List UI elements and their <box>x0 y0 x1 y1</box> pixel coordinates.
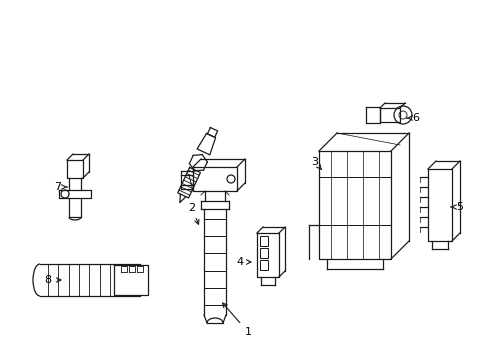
Text: 7: 7 <box>54 182 67 192</box>
Text: 3: 3 <box>311 157 321 169</box>
Text: 6: 6 <box>406 113 419 123</box>
Text: 2: 2 <box>188 203 199 224</box>
Text: 1: 1 <box>222 303 251 337</box>
Text: 8: 8 <box>44 275 61 285</box>
Text: 5: 5 <box>450 202 463 212</box>
Text: 4: 4 <box>236 257 250 267</box>
